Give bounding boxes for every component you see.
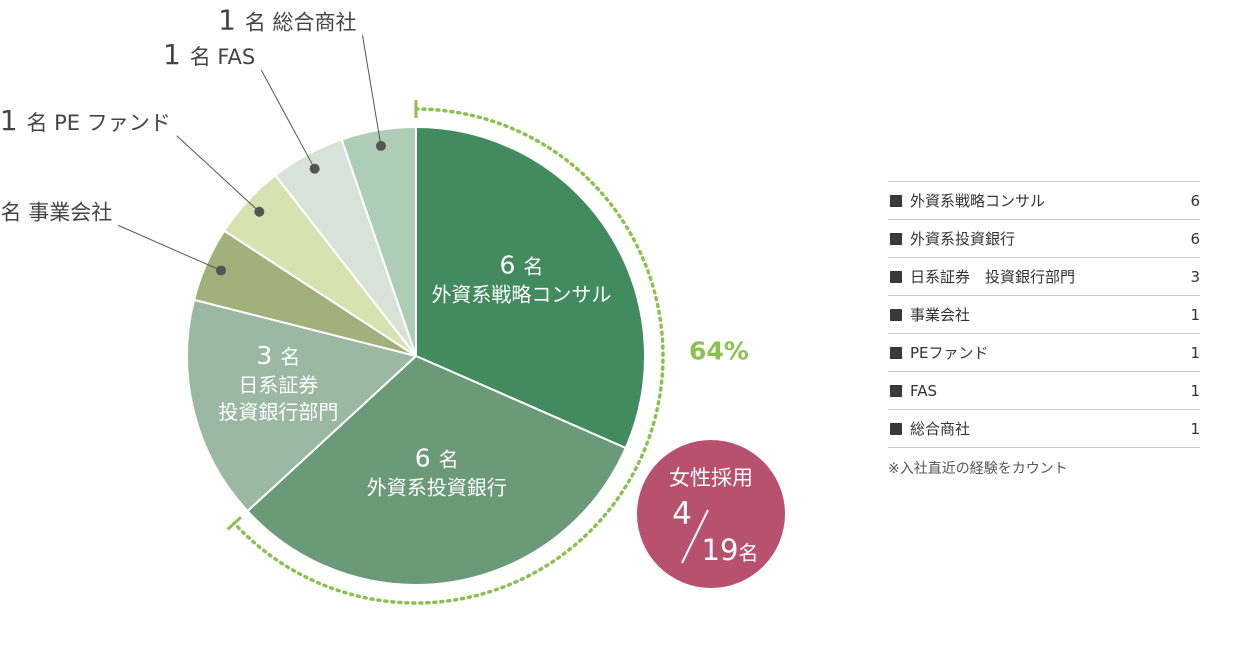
legend-square-icon xyxy=(890,346,902,359)
legend-label: PEファンド xyxy=(910,344,989,362)
leader-line xyxy=(361,35,382,147)
pie-slice xyxy=(186,298,417,513)
legend-label: 日系証券 投資銀行部門 xyxy=(910,268,1076,286)
legend-square-icon xyxy=(890,194,902,207)
leader-line xyxy=(260,69,316,169)
legend-row: 総合商社 1 xyxy=(888,409,1200,448)
legend-value: 3 xyxy=(1190,267,1200,286)
legend-value: 1 xyxy=(1190,419,1200,438)
legend-square-icon xyxy=(890,308,902,321)
legend-square-icon xyxy=(890,270,902,283)
leader-line xyxy=(176,135,260,213)
legend-value: 1 xyxy=(1190,305,1200,324)
legend-row: 日系証券 投資銀行部門 3 xyxy=(888,257,1200,295)
slice-label: 日系証券 xyxy=(238,373,318,397)
leader-dot xyxy=(215,265,226,276)
pie-slice xyxy=(246,355,627,586)
pie-slice xyxy=(415,126,646,449)
highlight-percent-label: 64% xyxy=(689,336,749,365)
legend-row: FAS 1 xyxy=(888,371,1200,409)
legend-label: FAS xyxy=(910,381,938,400)
legend-square-icon xyxy=(890,384,902,397)
leader-dot xyxy=(309,163,320,174)
footnote: ※入社直近の経験をカウント xyxy=(888,461,1068,477)
legend-label: 事業会社 xyxy=(910,306,971,324)
legend-square-icon xyxy=(890,232,902,245)
outside-label: 1 名 事業会社 xyxy=(0,193,112,226)
badge-circle xyxy=(637,440,785,588)
leader-dot xyxy=(375,140,386,151)
outside-label: 1 名 PE ファンド xyxy=(0,104,171,137)
outside-label: 1 名 総合商社 xyxy=(218,3,356,36)
legend-row: 外資系戦略コンサル 6 xyxy=(888,181,1200,219)
legend-value: 6 xyxy=(1190,191,1200,210)
slice-count-label: 6 名 xyxy=(500,251,544,280)
legend-label: 外資系投資銀行 xyxy=(910,230,1016,248)
legend-value: 1 xyxy=(1190,343,1200,362)
badge-numerator: 4 xyxy=(672,496,692,532)
legend-square-icon xyxy=(890,422,902,435)
leader-dot xyxy=(254,206,265,217)
legend-label: 総合商社 xyxy=(910,420,971,438)
slice-count-label: 3 名 xyxy=(256,341,300,370)
slice-label: 外資系投資銀行 xyxy=(367,476,507,500)
highlight-arc-tick xyxy=(226,516,242,531)
legend-value: 1 xyxy=(1190,381,1200,400)
legend-table: 外資系戦略コンサル 6 外資系投資銀行 6 日系証券 投資銀行部門 3 事業会社 1 PEファン… xyxy=(888,181,1200,448)
badge-slash xyxy=(681,509,709,564)
legend-row: 事業会社 1 xyxy=(888,295,1200,333)
legend-row: PEファンド 1 xyxy=(888,333,1200,371)
badge-title: 女性採用 xyxy=(669,466,753,490)
legend-value: 6 xyxy=(1190,229,1200,248)
badge-denominator: 19名 xyxy=(702,533,759,567)
outside-label: 1 名 FAS xyxy=(163,38,255,71)
slice-count-label: 6 名 xyxy=(415,444,459,473)
legend-label: 外資系戦略コンサル xyxy=(910,192,1046,210)
slice-label: 外資系戦略コンサル xyxy=(431,283,611,307)
slice-label: 投資銀行部門 xyxy=(218,400,338,424)
legend-row: 外資系投資銀行 6 xyxy=(888,219,1200,257)
highlight-arc xyxy=(232,107,665,605)
leader-line xyxy=(118,224,222,271)
